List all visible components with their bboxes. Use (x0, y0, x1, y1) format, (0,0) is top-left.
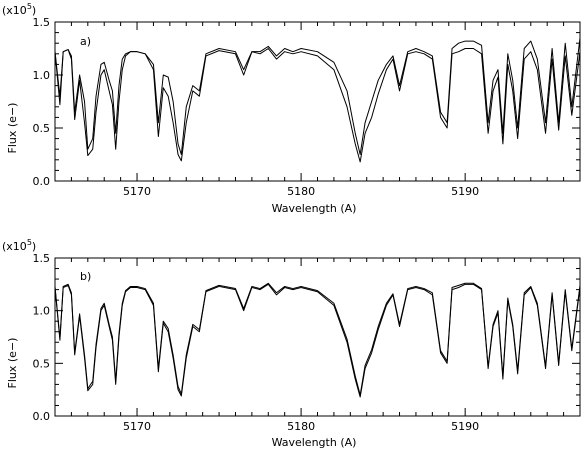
panel-b-y-axis-label: Flux (e−) (6, 338, 19, 389)
panel-b-plot-area: 5170 5180 5190 0.0 0.5 1.0 1.5 (33, 252, 581, 433)
panel-a-label: a) (80, 35, 91, 48)
panel-b-scale-label: (x105) (2, 238, 36, 253)
panel-a-scale-label: (x105) (2, 2, 36, 17)
panel-b-series-line-2 (55, 282, 580, 396)
panel-a-x-tick-label: 5170 (123, 185, 151, 198)
panel-a-scale-suffix: ) (32, 4, 36, 17)
panel-b-label: b) (80, 270, 91, 283)
panel-b-x-axis-label: Wavelength (A) (272, 436, 357, 449)
panel-b-x-tick-label: 5180 (287, 420, 315, 433)
panel-b-y-tick-label: 1.5 (33, 252, 51, 265)
panel-a: (x105) Flux (e−) Wavelength (A) a) 5170 5… (2, 2, 581, 215)
panel-b-x-tick-label: 5190 (451, 420, 479, 433)
panel-a-scale-exponent: 5 (27, 2, 32, 11)
panel-a-series-line-2 (55, 37, 580, 155)
panel-b-y-tick-label: 0.5 (33, 357, 51, 370)
panel-b-y-tick-label: 1.0 (33, 305, 51, 318)
panel-a-x-axis-label: Wavelength (A) (272, 202, 357, 215)
panel-a-y-tick-label: 1.0 (33, 69, 51, 82)
panel-b-scale-exponent: 5 (27, 238, 32, 247)
panel-a-y-axis-label: Flux (e−) (6, 103, 19, 154)
panel-b-y-tick-label: 0.0 (33, 410, 51, 423)
panel-a-series-line-1 (55, 48, 580, 163)
panel-b-series-line-1 (55, 283, 580, 398)
panel-a-plot-area: 5170 5180 5190 0.0 0.5 1.0 1.5 (33, 16, 581, 198)
panel-a-y-tick-label: 1.5 (33, 16, 51, 29)
panel-b-scale-suffix: ) (32, 240, 36, 253)
panel-a-y-tick-label: 0.0 (33, 175, 51, 188)
panel-a-x-tick-label: 5180 (287, 185, 315, 198)
panel-b: (x105) Flux (e−) Wavelength (A) b) 5170 5… (2, 238, 581, 449)
panel-a-scale-prefix: (x10 (2, 4, 27, 17)
panel-b-scale-prefix: (x10 (2, 240, 27, 253)
panel-a-x-tick-label: 5190 (451, 185, 479, 198)
panel-a-y-tick-label: 0.5 (33, 122, 51, 135)
panel-b-x-tick-label: 5170 (123, 420, 151, 433)
